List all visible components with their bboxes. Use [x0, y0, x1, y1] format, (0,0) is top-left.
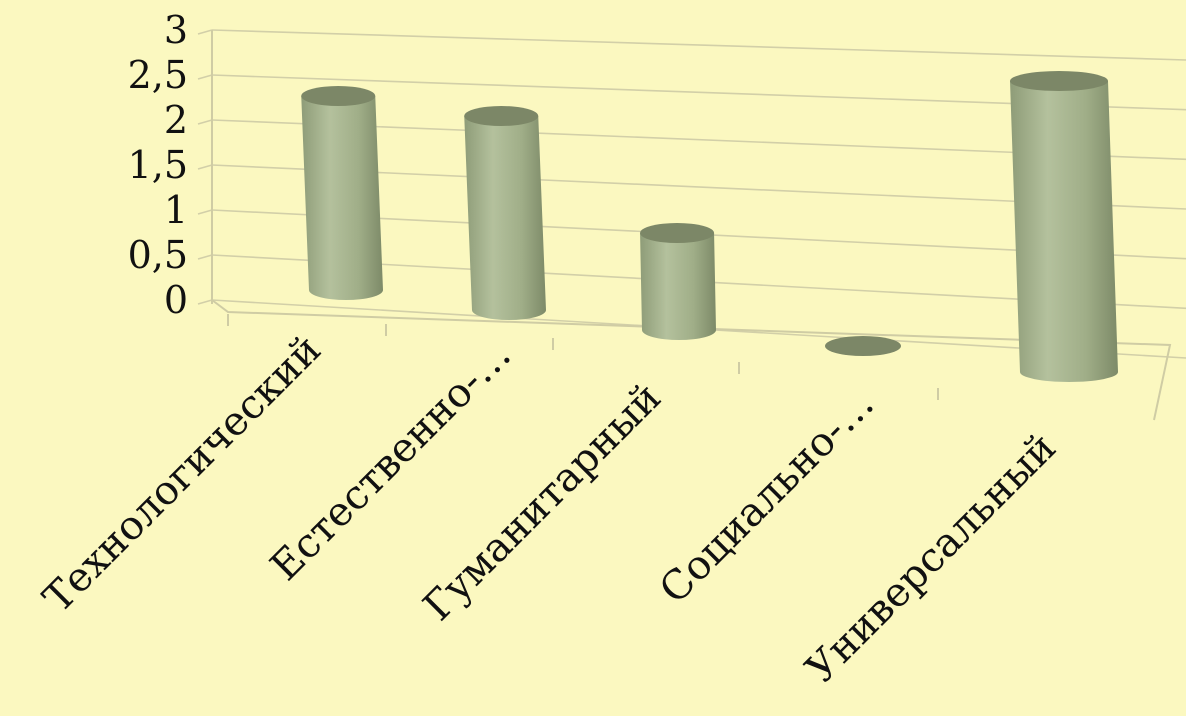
y-tick-label-3: 1,5: [128, 143, 188, 187]
y-tick-mark-5: [197, 74, 213, 80]
bar-top-3: [640, 223, 715, 243]
y-tick-mark-2: [197, 209, 213, 215]
bar-body-5: [1010, 81, 1118, 382]
bar-3: [640, 223, 716, 340]
y-tick-label-6: 3: [164, 8, 188, 52]
bars: [301, 71, 1118, 382]
y-tick-mark-0: [197, 299, 213, 305]
y-tick-label-5: 2,5: [128, 53, 188, 97]
bar-body-2: [464, 116, 546, 320]
y-tick-label-1: 0,5: [128, 233, 188, 277]
bar-body-3: [640, 233, 716, 340]
bar-top-2: [464, 106, 539, 126]
x-tick-label-4: Универсальный: [797, 425, 1065, 693]
y-tick-mark-3: [197, 164, 213, 170]
bar-top-4: [825, 336, 901, 356]
bar-2: [464, 106, 546, 320]
bar-top-1: [301, 86, 376, 106]
y-tick-mark-6: [197, 29, 213, 35]
bar-5: [1010, 71, 1118, 382]
y-tick-label-2: 1: [164, 188, 188, 232]
y-axis-tick-labels: 00,511,522,53: [128, 8, 188, 322]
bar-body-1: [301, 96, 383, 300]
y-tick-mark-4: [197, 119, 213, 125]
bar-1: [301, 86, 383, 300]
y-tick-label-0: 0: [164, 278, 188, 322]
y-tick-label-4: 2: [164, 98, 188, 142]
y-tick-mark-1: [197, 254, 213, 260]
bar-top-5: [1010, 71, 1108, 91]
bar-4: [825, 336, 901, 356]
x-axis-category-labels: ТехнологическийЕстественно-…Гуманитарный…: [35, 327, 1065, 693]
x-tick-label-3: Социально-…: [651, 381, 883, 613]
gridline-6: [211, 29, 1186, 61]
